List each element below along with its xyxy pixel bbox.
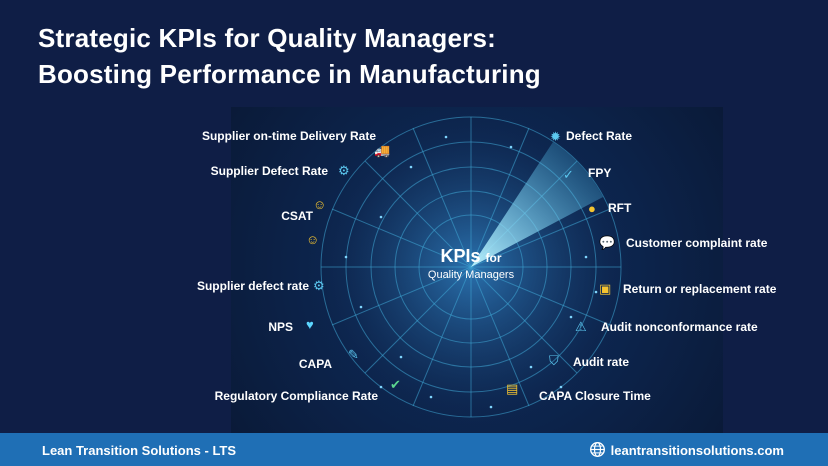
radar-panel: KPIs for Quality Managers [231, 107, 723, 433]
shield-check-icon: ✔ [390, 377, 401, 392]
kpi-label-supplier-on-time-delivery: Supplier on-time Delivery Rate [201, 129, 376, 143]
gear-icon: ⚙ [338, 163, 350, 178]
smiley-icon: ☺ [313, 197, 327, 212]
speech-bubble-icon: 💬 [599, 235, 616, 250]
check-icon: ✓ [563, 167, 574, 182]
kpi-label-rft: RFT [608, 201, 632, 215]
kpi-label-capa-closure-time: CAPA Closure Time [539, 389, 651, 403]
kpi-label-nps: NPS [268, 320, 293, 334]
radar-graphic: KPIs for Quality Managers [301, 107, 641, 433]
warning-icon: ⚠ [575, 319, 587, 334]
kpi-label-defect-rate: Defect Rate [566, 129, 633, 143]
kpi-label-audit-nonconformance: Audit nonconformance rate [601, 320, 758, 334]
box-icon: ▣ [599, 281, 612, 296]
kpi-label-audit-rate: Audit rate [573, 355, 630, 369]
wrench-icon: ✎ [348, 347, 359, 362]
bug-icon: ✹ [550, 129, 561, 144]
shield-check-icon: ⛉ [549, 353, 559, 368]
smiley-icon: ☺ [306, 232, 320, 247]
center-title: KPIs for [440, 246, 501, 266]
gear-icon: ⚙ [313, 278, 325, 293]
page-title: Strategic KPIs for Quality Managers: Boo… [38, 20, 541, 92]
thumbs-up-icon: ● [588, 201, 596, 216]
kpi-label-supplier-defect-rate-2: Supplier defect rate [196, 279, 309, 293]
center-subtitle: Quality Managers [428, 269, 515, 281]
kpi-label-fpy: FPY [588, 166, 612, 180]
kpi-label-csat: CSAT [281, 209, 313, 223]
kpi-label-supplier-defect-rate-1: Supplier Defect Rate [210, 164, 328, 178]
kpi-label-capa: CAPA [298, 357, 332, 371]
radar-sweep [471, 142, 603, 267]
website-link[interactable]: leantransitionsolutions.com [610, 443, 784, 458]
company-name: Lean Transition Solutions - LTS [42, 443, 237, 458]
heart-icon: ♥ [306, 317, 314, 332]
title-line-1: Strategic KPIs for Quality Managers: [38, 23, 496, 53]
kpi-label-regulatory-compliance: Regulatory Compliance Rate [214, 389, 378, 403]
kpi-label-customer-complaint: Customer complaint rate [626, 236, 768, 250]
globe-icon [590, 442, 605, 457]
kpi-label-return-replacement: Return or replacement rate [623, 282, 777, 296]
footer-bar: Lean Transition Solutions - LTS leantran… [0, 433, 828, 466]
clipboard-icon: ▤ [506, 381, 519, 396]
truck-icon: 🚚 [374, 143, 391, 158]
title-line-2: Boosting Performance in Manufacturing [38, 59, 541, 89]
